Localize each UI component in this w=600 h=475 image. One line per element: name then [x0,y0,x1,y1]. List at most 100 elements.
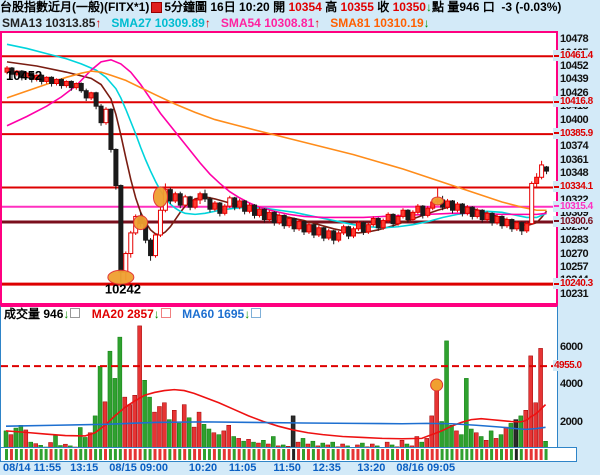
annotation-marker [431,196,445,206]
candle-5 [29,72,35,80]
up-arrow-icon: ↑ [314,16,321,30]
candle-46 [232,197,238,208]
candle-98 [489,212,495,224]
candle-93 [464,206,470,214]
candle-64 [321,227,327,239]
candle-102 [509,219,515,230]
candle-6 [34,74,40,80]
candle-103 [514,222,520,230]
instrument-name: 台股指數近月(一般)(FITX*1) [0,0,150,14]
volume-legend-label: 成交量 [4,307,41,321]
level-label-10240.3: 10240.3 [553,278,594,290]
candle-33 [167,189,173,202]
candle-11 [58,78,64,87]
level-label-10416.8: 10416.8 [553,96,594,108]
candle-81 [405,209,411,221]
ma20-label: MA20 [91,307,124,321]
candle-36 [182,196,188,206]
candle-41 [207,198,213,210]
volume-threshold-label: 4955.0 [553,360,583,372]
candle-62 [311,224,317,236]
candle-68 [341,226,347,234]
candle-75 [375,217,381,229]
price-tick-10439: 10439 [560,73,589,86]
candle-21 [108,108,114,150]
candle-38 [192,199,198,208]
candlestick-chart[interactable]: 10452 10242 [2,33,556,303]
ma20-down-arrow-icon: ↓ [153,307,160,321]
candle-96 [479,209,485,221]
price-tick-10374: 10374 [560,140,589,153]
candle-100 [499,215,505,227]
candle-71 [355,222,361,230]
time-label: 08/14 11:55 [3,462,62,474]
volume-chart[interactable] [1,307,557,464]
candle-9 [49,76,55,84]
price-tick-10426: 10426 [560,86,589,99]
volume-tick-4000: 4000 [560,378,583,390]
price-tick-10270: 10270 [560,247,589,260]
candle-58 [291,217,297,230]
candle-61 [306,224,312,233]
volume-chart-pane[interactable] [0,305,558,464]
volume-checkbox[interactable] [70,308,81,318]
candle-47 [237,200,243,208]
ma-line-SMA54 [6,58,547,219]
candle-82 [410,211,416,221]
candle-57 [286,217,292,227]
candle-29 [148,239,154,257]
candle-34 [172,193,178,202]
change-value: -3 (-0.03%) [501,0,562,14]
candle-0 [4,67,10,73]
ma60-label: MA60 [182,307,215,321]
candle-color-minimap[interactable] [0,447,577,462]
level-label-10461.4: 10461.4 [553,50,594,62]
volume-bar-23 [117,336,123,464]
candle-39 [197,193,203,201]
instrument-tag-icon[interactable] [151,2,163,13]
candle-17 [88,92,94,99]
candle-78 [390,213,396,225]
time-label: 08/15 09:00 [109,462,168,474]
candle-107 [534,176,540,184]
time-label: 12:35 [312,462,341,474]
time-label: 13:20 [357,462,386,474]
candle-25 [128,232,134,255]
up-arrow-icon: ↑ [204,16,211,30]
candle-70 [351,228,356,237]
price-chart-pane[interactable]: 10452 10242 [0,31,558,305]
high-label: 高 [325,0,338,14]
candle-23 [118,185,124,273]
candle-83 [415,205,421,213]
level-label-10315.4: 10315.4 [553,200,594,212]
candle-104 [519,222,525,232]
price-tick-10231: 10231 [560,287,589,300]
price-tick-10361: 10361 [560,153,589,166]
session-low-label: 10242 [105,281,141,296]
candle-1 [9,67,15,75]
candle-52 [261,208,267,221]
candle-97 [484,212,490,221]
candle-4 [24,72,30,78]
level-label-10385.9: 10385.9 [553,128,594,140]
annotation-marker [152,186,168,208]
candle-50 [252,204,257,216]
candle-42 [212,202,218,210]
candle-30 [153,234,158,257]
volume-legend-row: 成交量 946↓ MA20 2857↓ MA60 1695↓ [4,307,269,321]
candle-69 [346,226,352,237]
ma60-checkbox[interactable] [251,308,262,318]
session-high-label: 10452 [6,68,42,83]
price-tick-10452: 10452 [560,59,589,72]
candle-72 [360,222,366,233]
ma20-checkbox[interactable] [160,308,171,318]
candle-40 [202,193,208,200]
candle-63 [316,227,322,236]
candle-22 [113,148,119,187]
candle-73 [365,224,371,233]
price-tick-10400: 10400 [560,113,589,126]
candle-18 [93,92,99,107]
candle-84 [420,205,426,216]
datetime-label: 16日 10:20 [210,0,270,14]
candle-8 [44,76,50,82]
